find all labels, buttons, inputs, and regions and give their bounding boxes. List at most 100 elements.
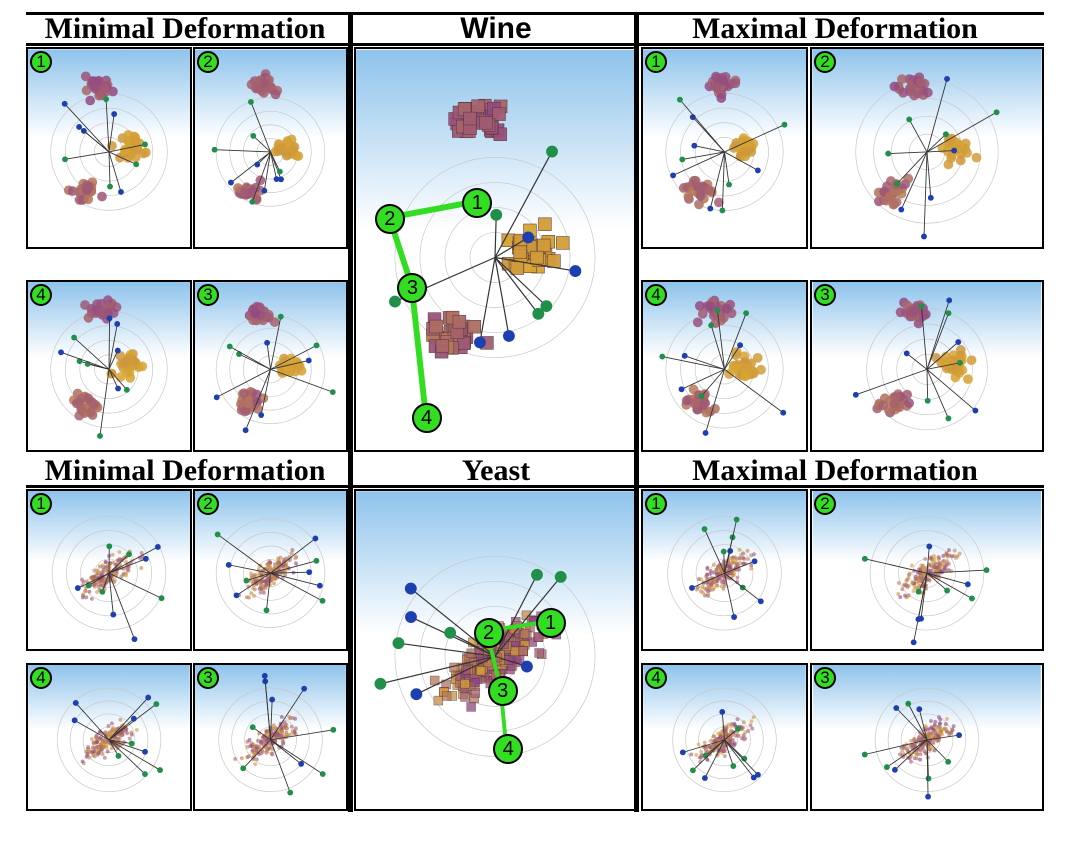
data-point xyxy=(452,315,467,329)
data-point xyxy=(253,762,258,767)
axis-line xyxy=(926,369,976,411)
axis-handle xyxy=(956,732,962,739)
guide-circle xyxy=(685,700,764,780)
data-point xyxy=(906,583,911,588)
axis-handle xyxy=(689,767,696,774)
axis-handle xyxy=(404,582,417,595)
step-marker-4: 4 xyxy=(493,733,524,764)
data-point xyxy=(898,87,909,98)
data-point xyxy=(947,364,958,375)
axis-line xyxy=(494,256,576,272)
data-point xyxy=(240,406,251,417)
data-point xyxy=(269,726,274,731)
data-point xyxy=(272,727,277,732)
yeast-min-panel-1: 1 xyxy=(26,489,192,651)
data-point xyxy=(702,740,707,745)
data-point xyxy=(249,571,254,576)
data-point xyxy=(721,586,726,591)
axis-handle xyxy=(106,543,113,550)
axis-line xyxy=(270,572,320,587)
data-point xyxy=(81,85,92,96)
axis-handle xyxy=(757,598,764,605)
data-point xyxy=(715,583,720,588)
data-point xyxy=(471,99,485,113)
data-point xyxy=(737,555,742,560)
step-marker-2: 2 xyxy=(473,617,504,648)
axis-line xyxy=(864,739,928,755)
data-point xyxy=(236,399,246,409)
axis-line xyxy=(251,151,271,202)
axis-handle xyxy=(142,748,148,755)
wine-min-title: Minimal Deformation xyxy=(44,12,326,45)
axis-line xyxy=(926,150,955,153)
data-point xyxy=(441,691,452,701)
data-point xyxy=(81,592,86,597)
data-point xyxy=(711,587,716,592)
data-point xyxy=(912,585,917,590)
scatter-plot xyxy=(195,491,346,649)
axis-handle xyxy=(719,207,726,214)
axis-line xyxy=(64,103,110,153)
guide-circle xyxy=(56,687,162,793)
data-point xyxy=(239,388,249,399)
data-point xyxy=(945,559,950,564)
axis-handle xyxy=(531,568,543,581)
guide-circle xyxy=(698,713,751,767)
data-point xyxy=(741,733,746,738)
data-point xyxy=(112,578,117,583)
wine-max-panel-2: 2 xyxy=(810,47,1044,249)
axis-handle xyxy=(249,198,256,205)
axis-line xyxy=(494,214,497,258)
data-point xyxy=(84,754,89,759)
top-rule xyxy=(26,12,1044,15)
data-point xyxy=(85,751,90,756)
axis-handle xyxy=(944,587,951,594)
axis-handle xyxy=(306,569,313,576)
axis-handle xyxy=(301,685,308,692)
data-point xyxy=(95,745,100,750)
axis-handle xyxy=(264,339,271,346)
data-point xyxy=(248,744,253,749)
guide-circle xyxy=(681,530,768,617)
step-badge-4: 4 xyxy=(30,284,52,306)
axis-handle xyxy=(490,208,503,221)
axis-handle xyxy=(99,588,106,595)
axis-line xyxy=(724,369,784,414)
axis-handle xyxy=(115,385,122,392)
axis-line xyxy=(108,739,161,771)
axis-line xyxy=(75,702,110,741)
data-point xyxy=(239,756,244,761)
axis-handle xyxy=(389,295,401,308)
axis-handle xyxy=(780,409,787,416)
wine-min-panel-1: 1 xyxy=(26,47,192,249)
data-point xyxy=(749,719,754,724)
step-badge-4: 4 xyxy=(645,284,667,306)
axis-handle xyxy=(225,561,232,568)
data-point xyxy=(926,727,930,732)
axis-line xyxy=(270,560,317,574)
axis-handle xyxy=(71,717,78,724)
axis-line xyxy=(270,572,323,602)
guide-circle xyxy=(218,687,323,793)
axis-handle xyxy=(569,265,582,278)
axis-handle xyxy=(754,167,761,174)
data-point xyxy=(97,191,107,202)
data-point xyxy=(916,583,921,588)
data-point xyxy=(433,695,444,706)
axis-handle xyxy=(278,176,284,183)
axis-line xyxy=(266,573,271,611)
data-point xyxy=(101,86,112,97)
data-point xyxy=(737,561,742,566)
axis-handle xyxy=(249,724,256,731)
guide-circle xyxy=(65,530,153,617)
step-badge-3: 3 xyxy=(814,284,836,306)
axis-handle xyxy=(211,146,218,153)
axis-handle xyxy=(319,771,326,777)
axis-handle xyxy=(861,751,868,758)
axis-handle xyxy=(969,595,975,602)
data-point xyxy=(712,738,717,743)
guide-circle xyxy=(64,107,154,197)
data-point xyxy=(910,579,915,584)
axis-line xyxy=(108,151,122,193)
data-point xyxy=(294,554,299,559)
